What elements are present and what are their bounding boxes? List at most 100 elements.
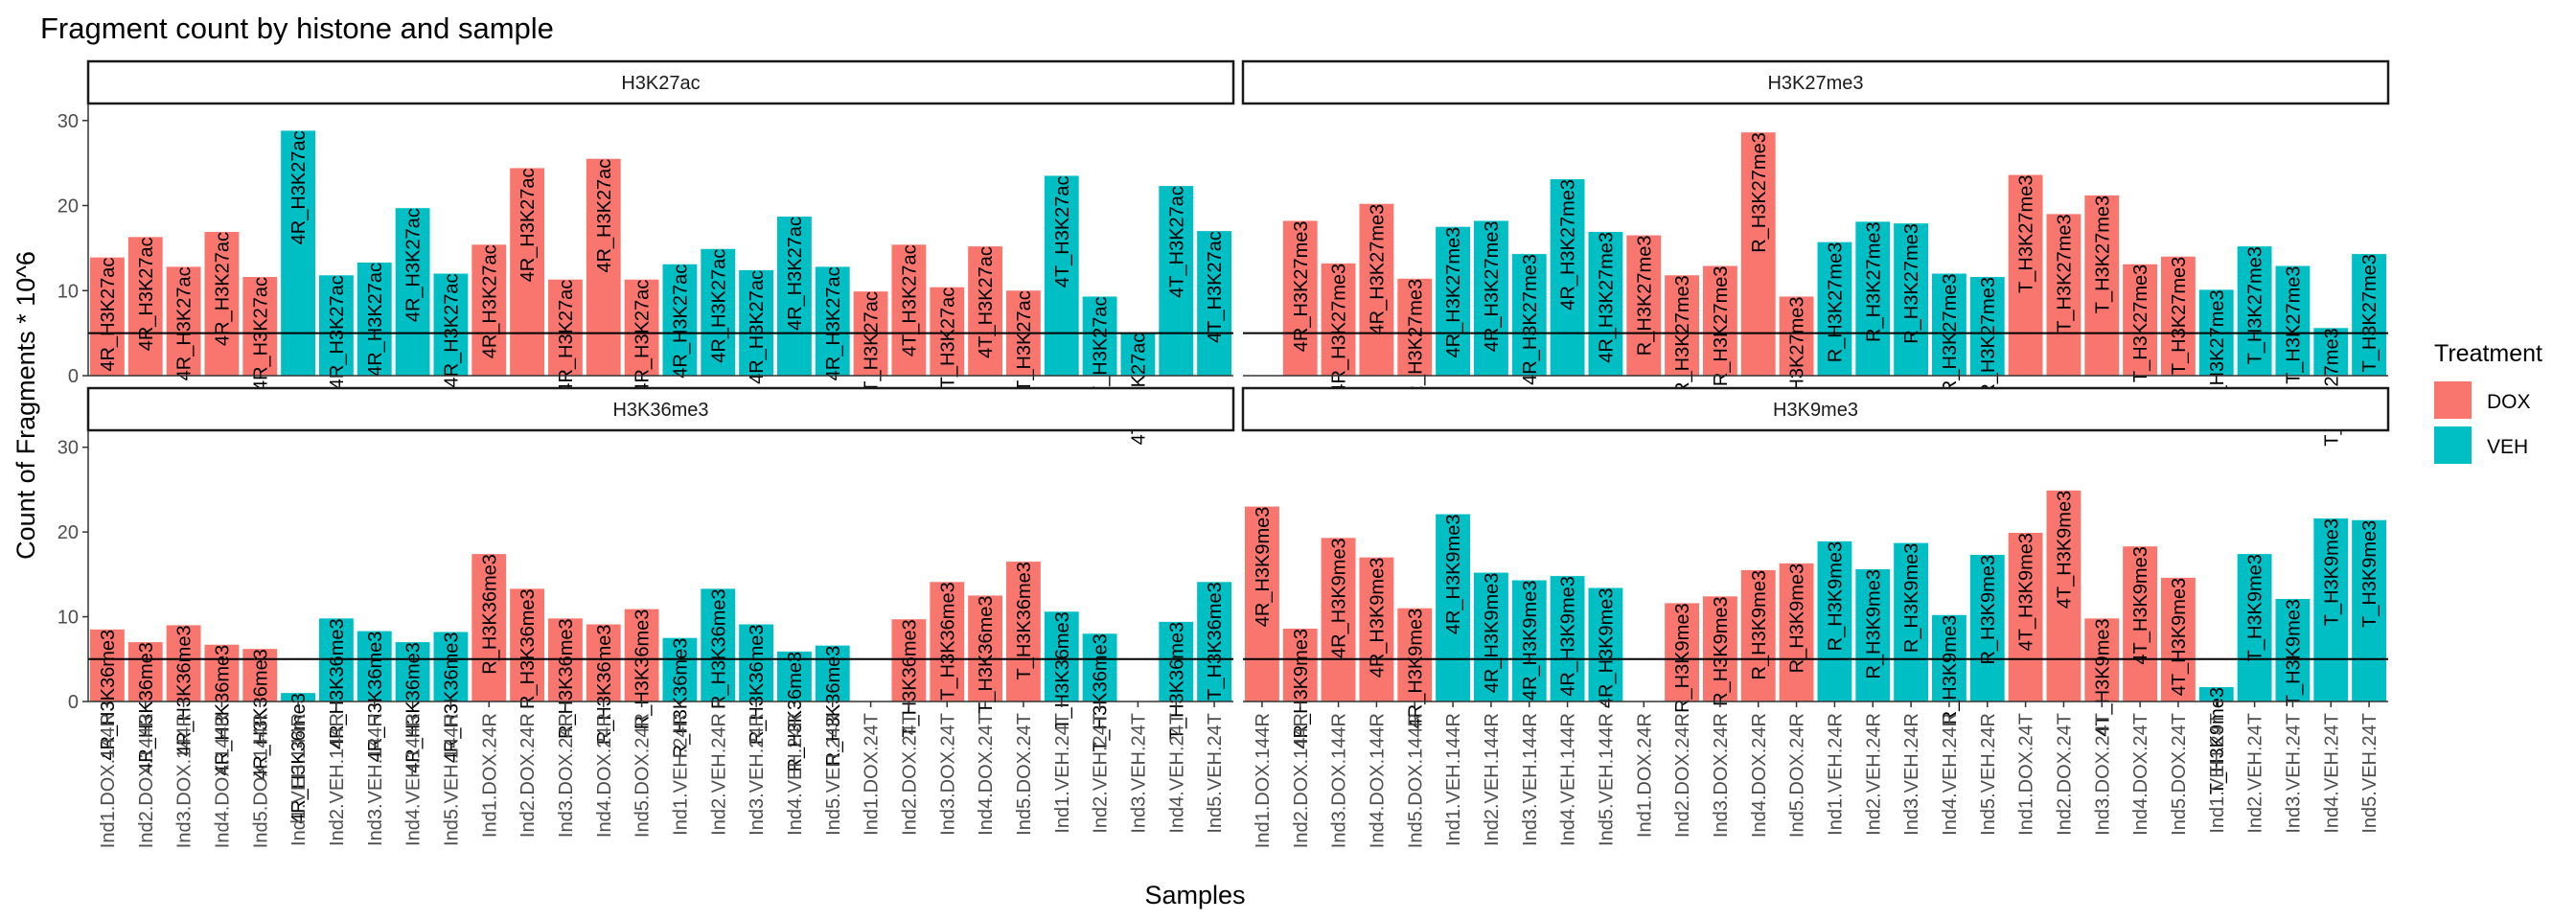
x-tick-label: Ind5.VEH.24T — [1205, 713, 1226, 834]
bar — [242, 649, 278, 702]
bar — [1550, 576, 1585, 702]
bar-label: R_H3K27me3 — [1749, 132, 1770, 253]
y-tick-label: 20 — [58, 196, 79, 218]
bar — [2008, 533, 2043, 702]
bar — [662, 264, 698, 376]
bar — [2123, 264, 2158, 376]
x-tick-label: Ind1.DOX.24T — [2016, 713, 2037, 836]
bar — [281, 130, 316, 376]
x-tick-label: Ind2.VEH.144R — [327, 713, 348, 846]
bar-label: 4R_H3K9me3 — [1558, 576, 1579, 697]
bar — [1473, 572, 1508, 702]
bar — [2160, 577, 2196, 702]
bar — [204, 644, 240, 702]
x-tick-label: Ind4.DOX.24T — [976, 713, 997, 836]
bar — [1082, 296, 1117, 376]
bar-label: 4R_H3K36me3 — [250, 649, 271, 780]
bar — [1473, 220, 1508, 376]
bar-label: 4T_H3K27ac — [976, 246, 997, 358]
bar-label: T_H3K36me3 — [1205, 582, 1226, 700]
bar-label: T_H3K27me3 — [2207, 289, 2228, 407]
legend-label-dox: DOX — [2487, 391, 2531, 413]
x-tick-label: Ind3.DOX.144R — [1329, 713, 1350, 848]
bar-label: R_H3K27me3 — [1787, 296, 1808, 417]
bar-label: 4R_H3K9me3 — [1520, 581, 1541, 702]
bar-label: R_H3K9me3 — [1825, 541, 1846, 652]
bar — [1397, 608, 1433, 702]
bar — [1817, 540, 1852, 702]
bar-label: R_H3K36me3 — [747, 625, 768, 746]
x-tick-label: Ind1.VEH.24R — [1825, 713, 1846, 836]
bar-label: R_H3K27me3 — [1825, 242, 1846, 363]
bar — [776, 217, 812, 376]
x-tick-label: Ind5.VEH.24R — [823, 713, 844, 836]
x-tick-label: Ind4.VEH.144R — [1558, 713, 1579, 846]
bar — [624, 609, 659, 702]
bar — [1779, 296, 1814, 376]
facet-strip — [86, 386, 1235, 432]
bar — [586, 624, 621, 702]
bar-label: R_H3K36me3 — [670, 638, 691, 759]
bar-label: R_H3K36me3 — [556, 618, 577, 739]
bar — [1120, 333, 1156, 376]
bar-label: R_H3K36me3 — [479, 554, 500, 675]
x-tick-label: Ind3.VEH.24T — [2283, 713, 2304, 834]
bar-label: 4R_H3K27ac — [708, 249, 729, 363]
bar — [1359, 203, 1394, 376]
bar — [1779, 563, 1814, 702]
bar-label: R_H3K36me3 — [518, 588, 539, 709]
bar — [204, 232, 240, 376]
bar-label: 4R_H3K9me3 — [1596, 587, 1617, 708]
bar — [1511, 580, 1547, 702]
x-tick-label: Ind1.VEH.144R — [288, 713, 310, 846]
bar — [1588, 232, 1623, 376]
bar-label: 4R_H3K9me3 — [1253, 507, 1274, 628]
bar-label: 4R_H3K9me3 — [1367, 558, 1388, 678]
x-tick-label: Ind4.VEH.144R — [403, 713, 425, 846]
x-tick-label: Ind5.DOX.24T — [1014, 713, 1035, 836]
bar-label: 4R_H3K9me3 — [1482, 573, 1503, 694]
bar — [930, 287, 965, 376]
bar-label: 4T_H3K9me3 — [2169, 578, 2190, 696]
bar-label: T_H3K27me3 — [2016, 175, 2037, 293]
bar — [1244, 506, 1279, 702]
bar-label: R_H3K27me3 — [1672, 275, 1693, 396]
bar-label: 4R_H3K27ac — [670, 264, 691, 379]
x-tick-label: Ind3.DOX.24R — [556, 713, 577, 838]
bar-label: 4T_H3K27ac — [1205, 231, 1226, 343]
bar — [1282, 220, 1318, 376]
x-tick-label: Ind4.VEH.24T — [1166, 713, 1187, 834]
bar — [2313, 518, 2349, 702]
x-tick-label: Ind2.DOX.144R — [136, 713, 157, 848]
legend-label-veh: VEH — [2487, 436, 2528, 458]
bar — [1588, 587, 1623, 702]
bar — [1321, 538, 1356, 702]
bar-label: 4R_H3K27ac — [403, 208, 425, 322]
x-axis: Ind1.DOX.144R Ind2.DOX.144R Ind3.DOX.144R I… — [98, 702, 2380, 848]
bar-label: 4R_H3K36me3 — [403, 642, 425, 773]
x-tick-label: Ind3.VEH.144R — [1520, 713, 1541, 846]
facet-strip-label: H3K36me3 — [612, 400, 708, 421]
bar — [547, 279, 583, 376]
x-tick-label: Ind4.VEH.24R — [785, 713, 806, 836]
bar-label: 4R_H3K9me3 — [1405, 609, 1426, 729]
bar-label: 4R_H3K27me3 — [1367, 204, 1388, 335]
bar — [1436, 514, 1471, 702]
bar-label: 4R_H3K27me3 — [1329, 264, 1350, 395]
bar-label: T_H3K27me3 — [2169, 257, 2190, 375]
bar-label: R_H3K9me3 — [1672, 603, 1693, 713]
x-tick-label: Ind5.DOX.24R — [1787, 713, 1808, 838]
facet-strip — [1241, 386, 2390, 432]
x-tick-label: Ind4.VEH.24T — [2321, 713, 2342, 834]
x-tick-label: Ind5.DOX.24R — [632, 713, 654, 838]
bar — [1894, 223, 1929, 376]
x-tick-label: Ind3.DOX.24R — [1711, 713, 1732, 838]
bar — [1550, 178, 1585, 376]
bar — [1159, 621, 1194, 702]
bar-label: T_H3K27me3 — [2245, 246, 2266, 364]
bar-label: 4R_H3K27me3 — [1482, 220, 1503, 352]
bar — [891, 244, 927, 376]
bar-label: 4R_H3K27ac — [823, 266, 844, 380]
